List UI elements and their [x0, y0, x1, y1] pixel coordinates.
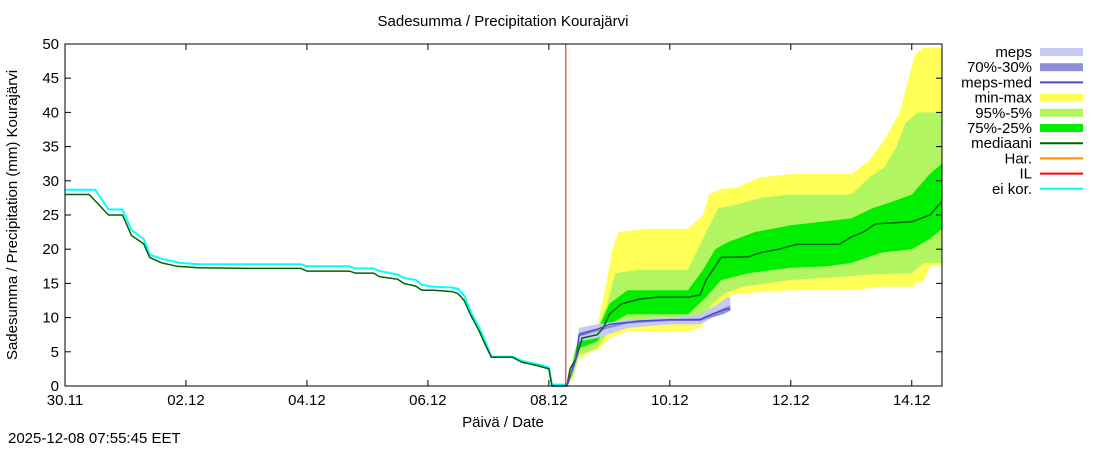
- legend: meps70%-30%meps-medmin-max95%-5%75%-25%m…: [961, 44, 1083, 198]
- series-mediaani: [566, 200, 943, 387]
- series-meps-med: [566, 307, 731, 387]
- legend-label-95-5: 95%-5%: [975, 105, 1032, 122]
- x-axis-label: Päivä / Date: [462, 414, 544, 431]
- legend-label-har: Har.: [1004, 150, 1032, 167]
- x-tick-label: 02.12: [167, 392, 205, 409]
- band-75-25: [567, 163, 942, 386]
- legend-swatch-75-25: [1040, 124, 1083, 132]
- chart-title: Sadesumma / Precipitation Kourajärvi: [378, 13, 629, 30]
- legend-label-min-max: min-max: [974, 90, 1032, 107]
- y-tick-label: 15: [42, 275, 59, 292]
- legend-label-ei-kor: ei kor.: [992, 181, 1032, 198]
- x-tick-label: 08.12: [530, 392, 568, 409]
- x-tick-label: 12.12: [772, 392, 810, 409]
- series-mediaani-havainto: [65, 193, 567, 387]
- legend-swatch-70-30: [1040, 63, 1083, 72]
- x-tick-label: 14.12: [893, 392, 931, 409]
- legend-label-meps: meps: [995, 44, 1032, 61]
- x-tick-label: 10.12: [651, 392, 689, 409]
- legend-label-75-25: 75%-25%: [967, 120, 1032, 137]
- y-tick-label: 0: [51, 378, 59, 395]
- legend-swatch-min-max: [1040, 93, 1083, 102]
- series-lines: [65, 188, 943, 387]
- y-tick-label: 20: [42, 241, 59, 258]
- x-tick-label: 30.11: [47, 392, 83, 409]
- y-tick-label: 40: [42, 104, 59, 121]
- x-tick-label: 06.12: [409, 392, 447, 409]
- y-tick-label: 35: [42, 139, 59, 156]
- y-tick-label: 5: [51, 344, 59, 361]
- x-axis: 30.11 02.12 04.12 06.12 08.12 10.12 12.12 14.12: [47, 44, 931, 409]
- legend-swatch-95-5: [1040, 108, 1083, 117]
- legend-label-mediaani: mediaani: [971, 135, 1032, 152]
- timestamp: 2025-12-08 07:55:45 EET: [8, 430, 181, 447]
- legend-label-meps-med: meps-med: [961, 74, 1032, 91]
- y-axis: 0 5 10 15 20 25 30 35 40 45 50: [42, 36, 942, 395]
- y-tick-label: 30: [42, 173, 59, 190]
- y-tick-label: 10: [42, 310, 59, 327]
- legend-swatch-meps: [1040, 48, 1083, 56]
- y-tick-label: 45: [42, 70, 59, 87]
- legend-label-70-30: 70%-30%: [967, 59, 1032, 76]
- y-axis-label: Sadesumma / Precipitation (mm) Kourajärv…: [4, 70, 21, 360]
- y-tick-label: 50: [42, 36, 59, 53]
- x-tick-label: 04.12: [288, 392, 326, 409]
- y-tick-label: 25: [42, 207, 59, 224]
- series-ei-kor: [65, 188, 567, 386]
- forecast-bands: [567, 47, 942, 387]
- legend-label-il: IL: [1019, 166, 1032, 183]
